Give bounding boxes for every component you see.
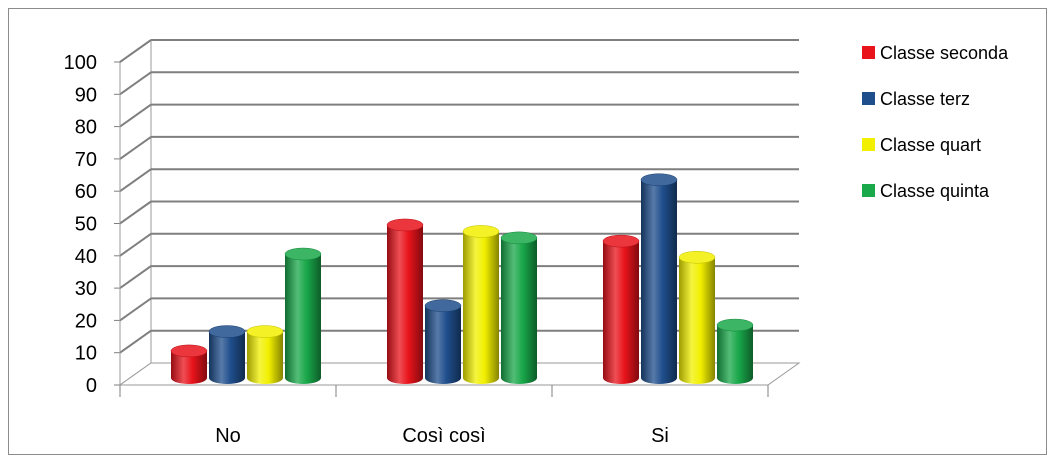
bar-no-classe-seconda: [170, 344, 208, 384]
bar-no-classe-terz: [208, 325, 246, 384]
legend-swatch: [862, 138, 875, 151]
legend-item: Classe seconda: [862, 43, 1009, 63]
bar-no-classe-quart: [246, 325, 284, 384]
bar-body: [641, 179, 677, 384]
x-tick-label: No: [215, 425, 241, 447]
bar-body: [387, 224, 423, 384]
bar-top: [716, 318, 754, 332]
legend-swatch: [862, 92, 875, 105]
legend: Classe seconda Classe terz Classe quart Cla…: [862, 43, 1009, 201]
bar-top: [386, 218, 424, 232]
y-tick-label: 100: [64, 52, 97, 74]
bar-top: [284, 247, 322, 261]
bar-si-classe-seconda: [602, 234, 640, 384]
bar-body: [463, 231, 499, 384]
y-tick-label: 20: [75, 310, 97, 332]
bar-top: [602, 234, 640, 248]
x-tick-labels: No Così così Si: [215, 425, 669, 447]
grid-line-side: [119, 71, 152, 96]
y-tick-label: 70: [75, 149, 97, 171]
bar-top: [246, 325, 284, 338]
bar-cos-cos--classe-terz: [424, 299, 462, 384]
bar-body: [679, 257, 715, 384]
grid-line-side: [119, 297, 152, 322]
bar-top: [170, 344, 208, 358]
bar-body: [285, 254, 321, 384]
bar-top: [208, 325, 246, 338]
y-tick-label: 60: [75, 181, 97, 203]
grid-line-side: [119, 39, 152, 63]
bar-cos-cos--classe-seconda: [386, 218, 424, 384]
grid-line-side: [119, 232, 152, 257]
bar-body: [247, 331, 283, 384]
y-tick-label: 10: [75, 343, 97, 365]
bar-body: [501, 237, 537, 384]
bar-si-classe-quinta: [716, 318, 754, 384]
bar-top: [678, 251, 716, 264]
grid-line-side: [119, 200, 152, 225]
bar-cos-cos--classe-quart: [462, 225, 500, 384]
bar-top: [462, 225, 500, 238]
grid-line-side: [119, 136, 152, 160]
bar-top: [500, 231, 538, 245]
bar-top: [640, 173, 678, 186]
bar-body: [425, 305, 461, 384]
grid-line-side: [119, 329, 152, 354]
y-tick-label: 40: [75, 246, 97, 268]
legend-label: Classe quart: [880, 135, 981, 155]
bar-body: [717, 325, 753, 384]
grid-line-side: [119, 265, 152, 289]
bar-si-classe-quart: [678, 251, 716, 384]
y-tick-label: 30: [75, 278, 97, 300]
legend-item: Classe terz: [862, 89, 970, 109]
y-tick-labels: 0 10 20 30 40 50 60 70 80 90 100: [64, 52, 97, 397]
bar-no-classe-quinta: [284, 247, 322, 384]
grid-line-side: [119, 168, 152, 193]
bar-body: [603, 241, 639, 384]
y-tick-label: 90: [75, 84, 97, 106]
legend-item: Classe quart: [862, 135, 981, 155]
x-tick-label: Così così: [402, 425, 485, 447]
legend-label: Classe quinta: [880, 181, 990, 201]
bars: [170, 173, 754, 384]
legend-label: Classe seconda: [880, 43, 1009, 63]
legend-label: Classe terz: [880, 89, 970, 109]
grid-line-side: [119, 103, 152, 128]
legend-swatch: [862, 184, 875, 197]
y-tick-label: 0: [86, 375, 97, 397]
bar-body: [171, 350, 207, 384]
bar-body: [209, 331, 245, 384]
x-tick-label: Si: [651, 425, 669, 447]
y-tick-label: 50: [75, 214, 97, 236]
bar-top: [424, 299, 462, 312]
bar-cos-cos--classe-quinta: [500, 231, 538, 384]
legend-swatch: [862, 46, 875, 59]
axes: [114, 61, 769, 397]
legend-item: Classe quinta: [862, 181, 990, 201]
y-tick-label: 80: [75, 117, 97, 139]
bar-si-classe-terz: [640, 173, 678, 384]
